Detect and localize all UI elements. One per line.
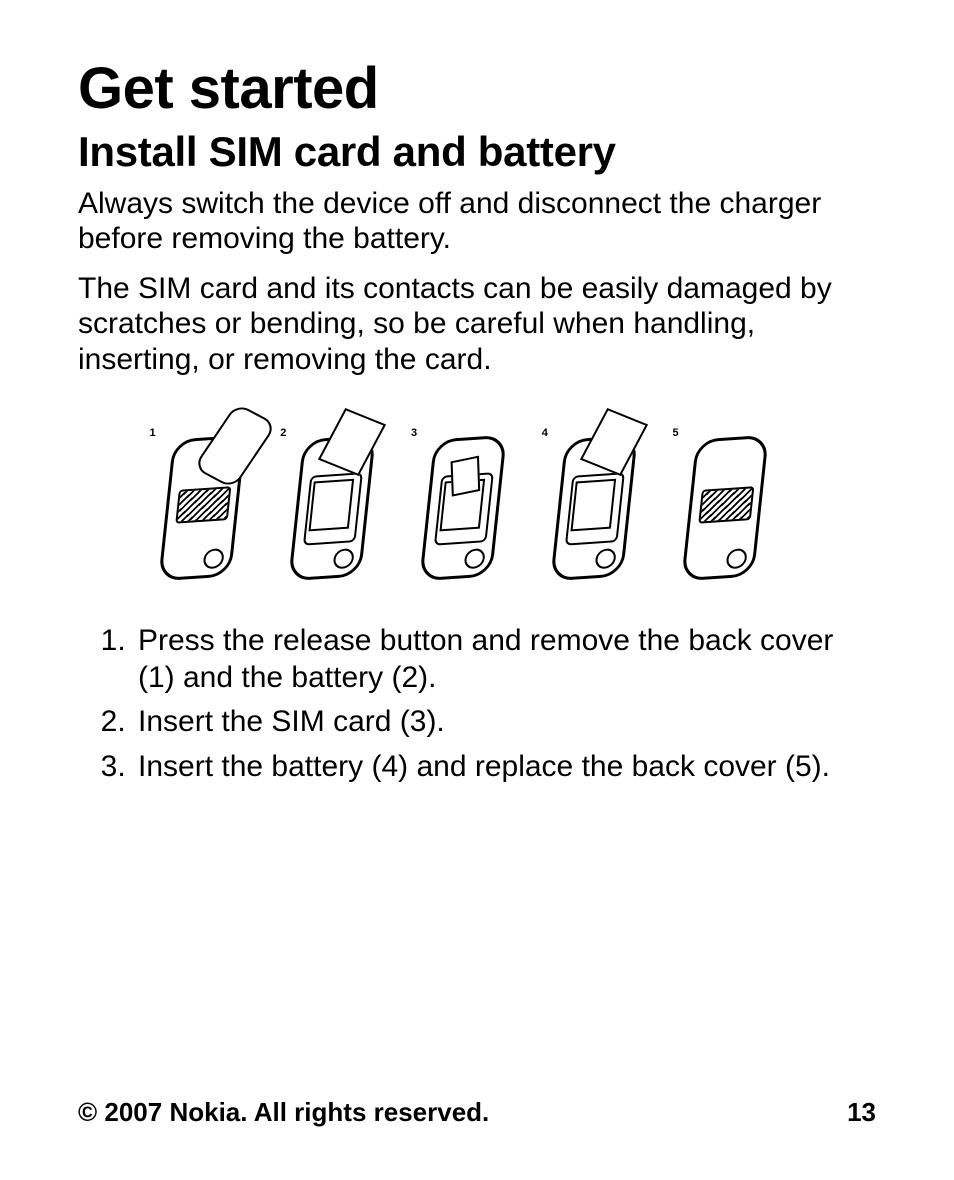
phone-icon [419, 435, 507, 582]
diagram-step-5: 5 [679, 409, 799, 599]
step-number-label: 1 [150, 427, 156, 439]
body-paragraph: The SIM card and its contacts can be eas… [78, 271, 876, 377]
page-footer: © 2007 Nokia. All rights reserved. 13 [78, 1097, 876, 1128]
step-number-label: 2 [280, 427, 286, 439]
diagram-step-3: 3 [417, 409, 537, 599]
instruction-list: Press the release button and remove the … [78, 623, 876, 785]
instruction-item: Insert the battery (4) and replace the b… [134, 749, 876, 786]
figure-container: 1 2 3 4 5 [78, 399, 876, 599]
page-number: 13 [847, 1097, 876, 1128]
instruction-item: Press the release button and remove the … [134, 623, 876, 696]
instruction-item: Insert the SIM card (3). [134, 704, 876, 741]
phone-icon [681, 435, 769, 582]
manual-page: Get started Install SIM card and battery… [0, 0, 954, 1180]
chapter-title: Get started [78, 55, 876, 122]
diagram-step-1: 1 [156, 409, 276, 599]
sim-install-diagram: 1 2 3 4 5 [150, 399, 805, 599]
body-paragraph: Always switch the device off and disconn… [78, 186, 876, 257]
diagram-step-4: 4 [548, 409, 668, 599]
step-number-label: 4 [542, 427, 548, 439]
step-number-label: 3 [411, 427, 417, 439]
section-title: Install SIM card and battery [78, 128, 876, 176]
step-number-label: 5 [673, 427, 679, 439]
sim-card-icon [451, 456, 481, 497]
diagram-step-2: 2 [286, 409, 406, 599]
copyright-text: © 2007 Nokia. All rights reserved. [78, 1097, 489, 1128]
